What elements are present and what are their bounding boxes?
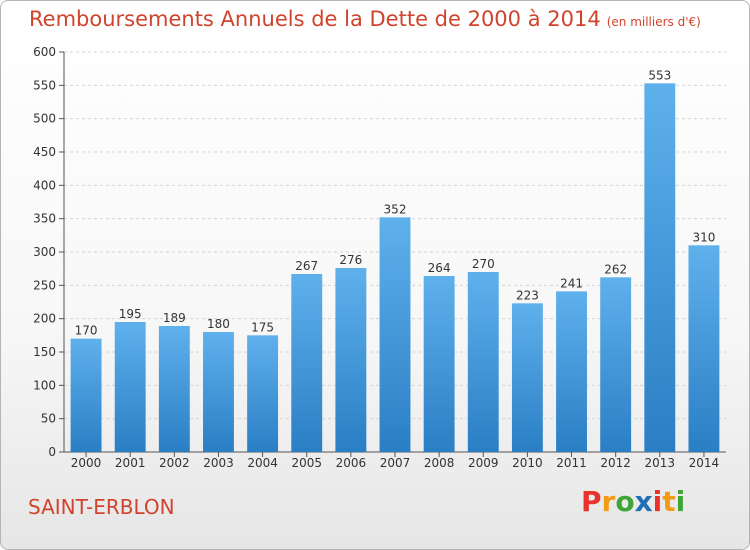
y-tick-label-50: 50: [41, 412, 56, 426]
logo-letter: o: [615, 485, 635, 518]
x-tick-label-2009: 2009: [468, 456, 499, 470]
bar-2001: [114, 322, 146, 452]
bar-2012: [600, 277, 632, 452]
x-tick-label-2004: 2004: [247, 456, 278, 470]
place-name: SAINT-ERBLON: [28, 495, 175, 519]
x-tick-label-2010: 2010: [512, 456, 543, 470]
bar-2004: [247, 335, 279, 452]
value-label-2004: 175: [251, 320, 274, 334]
x-tick-label-2013: 2013: [645, 456, 676, 470]
chart-subtitle: (en milliers d'€): [606, 15, 701, 29]
y-tick-label-600: 600: [33, 45, 56, 59]
bar-2005: [291, 274, 323, 452]
y-tick-label-450: 450: [33, 145, 56, 159]
logo-letter: i: [652, 485, 663, 518]
y-tick-label-100: 100: [33, 378, 56, 392]
bar-2002: [158, 326, 190, 452]
value-label-2006: 276: [339, 253, 362, 267]
y-tick-label-0: 0: [48, 445, 56, 459]
value-label-2008: 264: [428, 261, 451, 275]
bars: [70, 83, 720, 452]
bar-2008: [423, 276, 455, 452]
logo-letter: r: [601, 485, 616, 518]
x-tick-label-2005: 2005: [291, 456, 322, 470]
x-tick-label-2006: 2006: [336, 456, 367, 470]
x-tick-label-2011: 2011: [556, 456, 587, 470]
value-label-2009: 270: [472, 257, 495, 271]
logo-letter: i: [675, 485, 686, 518]
chart-title: Remboursements Annuels de la Dette de 20…: [29, 7, 701, 31]
value-label-2002: 189: [163, 311, 186, 325]
y-tick-label-350: 350: [33, 212, 56, 226]
value-label-2005: 267: [295, 259, 318, 273]
value-label-2007: 352: [384, 202, 407, 216]
x-tick-label-2002: 2002: [159, 456, 190, 470]
value-label-2011: 241: [560, 276, 583, 290]
bar-2000: [70, 338, 102, 452]
bar-2003: [203, 332, 234, 452]
bar-2007: [379, 217, 411, 452]
labels: 170 2000 195 2001 189 2002 180 2003 175 2004 267 20…: [71, 68, 719, 470]
value-label-2001: 195: [119, 307, 142, 321]
x-tick-label-2012: 2012: [600, 456, 631, 470]
bar-2009: [467, 272, 499, 452]
proxiti-logo[interactable]: Proxiti: [581, 485, 685, 518]
x-tick-label-2014: 2014: [689, 456, 720, 470]
y-tick-label-400: 400: [33, 178, 56, 192]
x-tick-label-2001: 2001: [115, 456, 146, 470]
value-label-2003: 180: [207, 317, 230, 331]
bar-2014: [688, 245, 720, 452]
bar-2010: [511, 303, 543, 452]
x-tick-label-2008: 2008: [424, 456, 455, 470]
logo-letter: x: [634, 485, 653, 518]
x-tick-label-2000: 2000: [71, 456, 102, 470]
logo-letter: P: [581, 485, 602, 518]
y-tick-label-150: 150: [33, 345, 56, 359]
bar-2006: [335, 268, 367, 452]
x-tick-label-2003: 2003: [203, 456, 234, 470]
value-label-2000: 170: [75, 324, 98, 338]
y-tick-label-200: 200: [33, 312, 56, 326]
bar-2013: [644, 83, 676, 452]
y-tick-label-500: 500: [33, 112, 56, 126]
value-label-2010: 223: [516, 288, 539, 302]
chart-title-text: Remboursements Annuels de la Dette de 20…: [29, 7, 601, 31]
bar-2011: [556, 291, 587, 452]
logo-letter: t: [662, 485, 676, 518]
x-tick-label-2007: 2007: [380, 456, 411, 470]
value-label-2014: 310: [692, 230, 715, 244]
value-label-2012: 262: [604, 262, 627, 276]
value-label-2013: 553: [648, 68, 671, 82]
y-tick-label-550: 550: [33, 78, 56, 92]
y-tick-label-300: 300: [33, 245, 56, 259]
y-tick-label-250: 250: [33, 278, 56, 292]
